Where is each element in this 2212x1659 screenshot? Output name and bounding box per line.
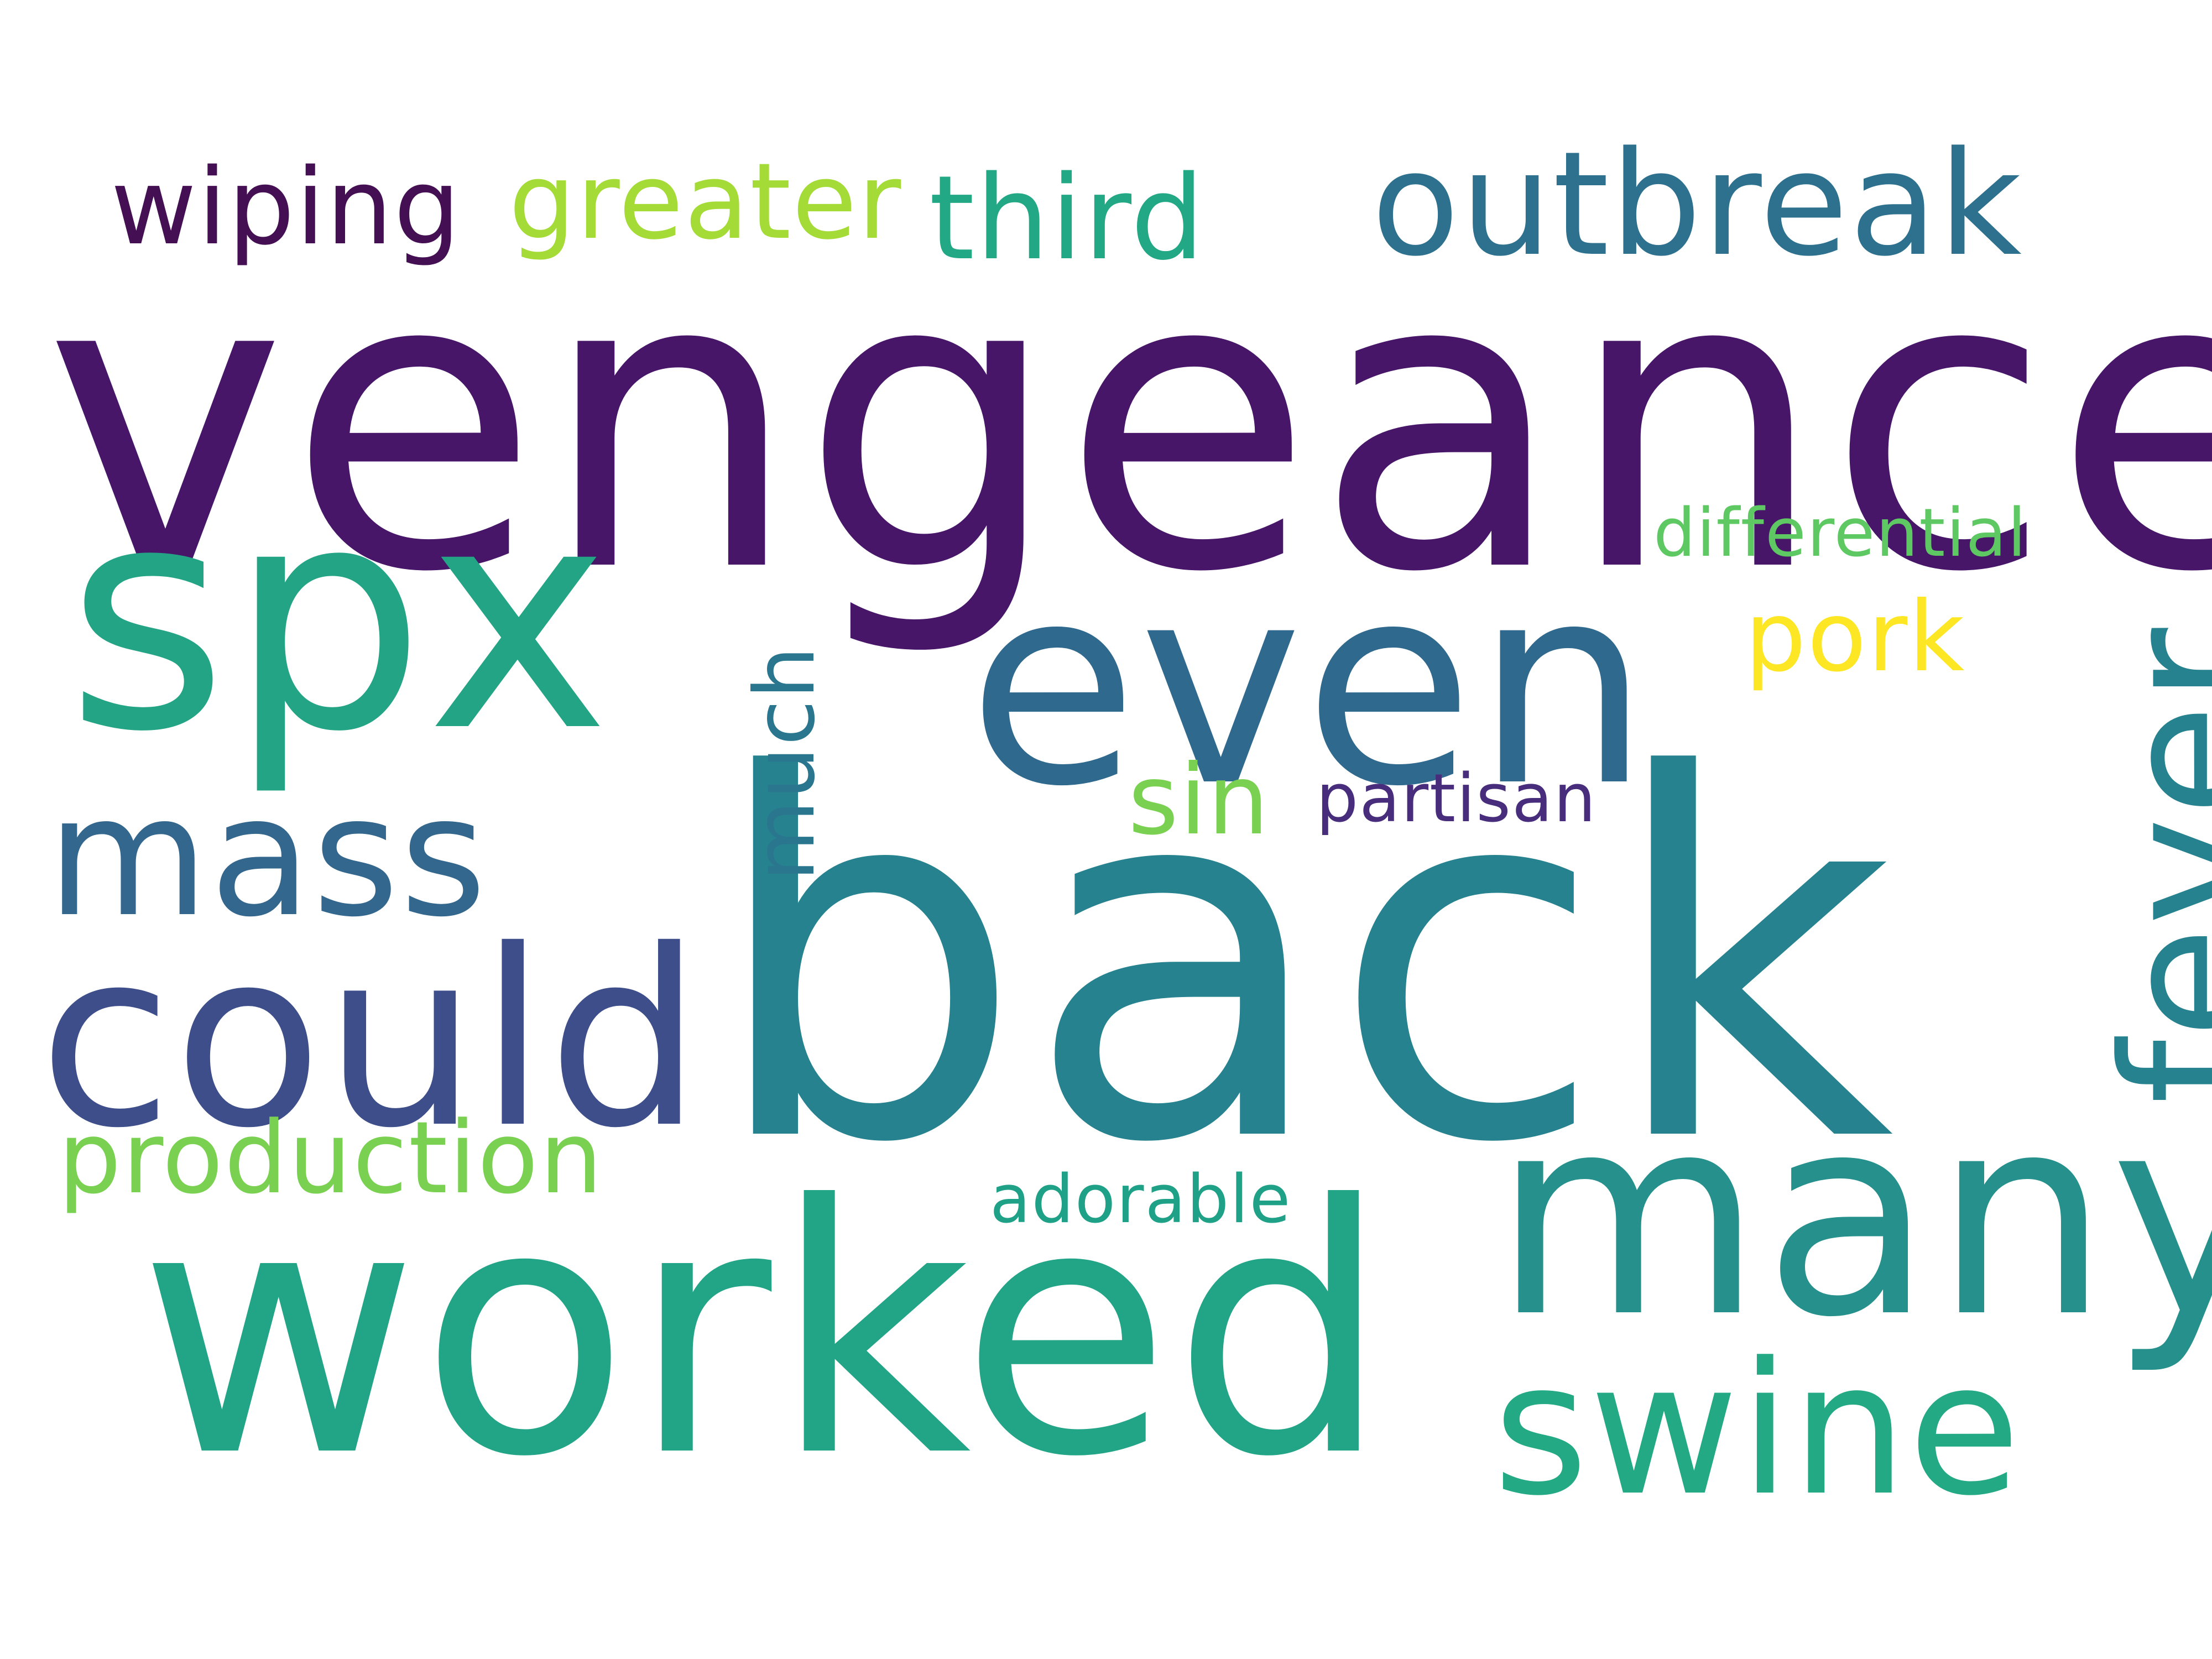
word-even: even (968, 525, 1652, 847)
word-partisan: partisan (1316, 760, 1597, 837)
word-fever: fever (2084, 627, 2212, 1104)
word-wiping: wiping (111, 146, 462, 268)
word-sin: sin (1128, 744, 1270, 857)
word-swine: swine (1493, 1323, 2022, 1536)
word-many: many (1493, 1056, 2212, 1378)
word-third: third (929, 150, 1206, 286)
word-pork: pork (1745, 581, 1966, 693)
word-production: production (58, 1100, 604, 1216)
word-adorable: adorable (990, 1161, 1292, 1238)
word-much: much (737, 645, 833, 881)
word-greater: greater (509, 140, 902, 263)
word-vengeance: vengeance (44, 185, 2212, 661)
word-spx: spx (66, 439, 611, 800)
word-outbreak: outbreak (1371, 121, 2023, 288)
word-back: back (708, 672, 1895, 1251)
word-mass: mass (47, 760, 488, 953)
word-could: could (39, 898, 703, 1181)
word-differential: differential (1653, 495, 2027, 572)
word-worked: worked (138, 1133, 1391, 1532)
